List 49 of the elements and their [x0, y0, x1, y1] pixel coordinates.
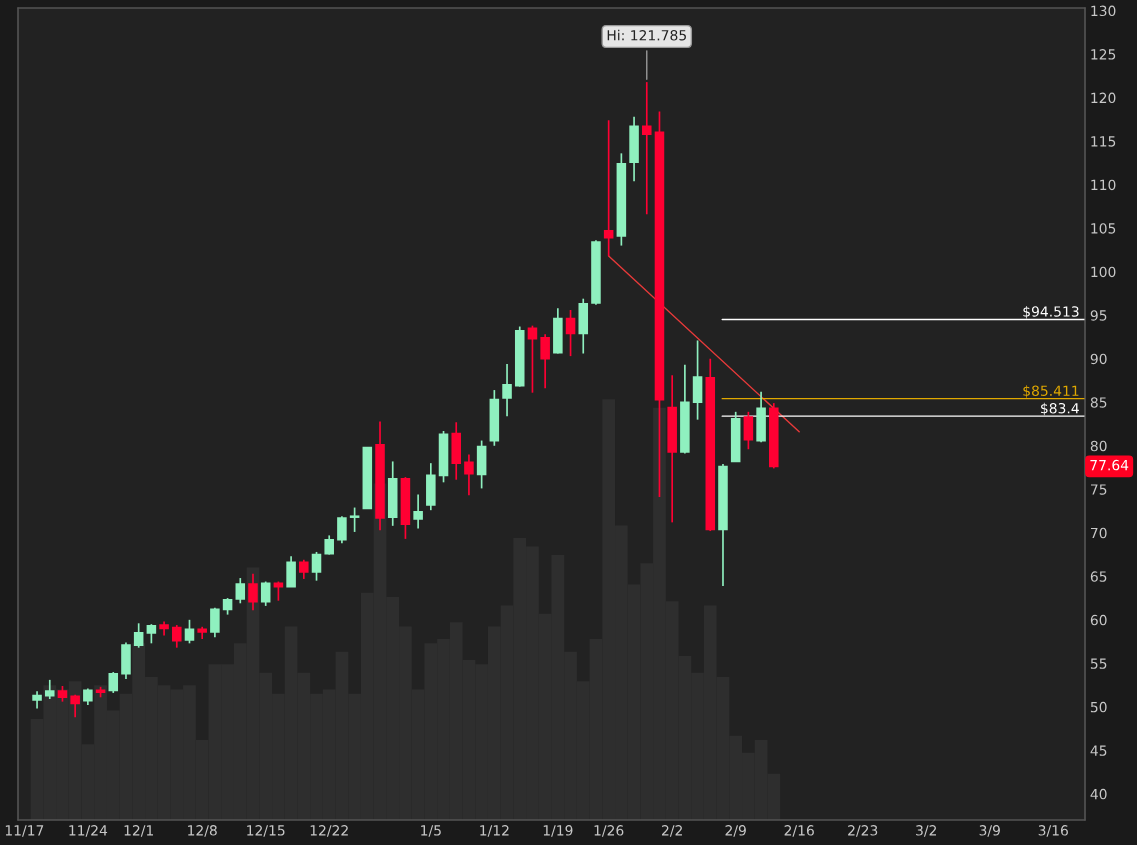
candlestick [146, 623, 157, 645]
y-tick-label: 70 [1091, 527, 1107, 539]
x-tick-label: 2/23 [848, 825, 878, 837]
y-tick-label: 130 [1091, 5, 1116, 17]
y-tick-label: 110 [1091, 179, 1116, 191]
x-tick-label: 12/15 [247, 825, 285, 837]
y-tick-label: 85 [1090, 397, 1107, 408]
y-tick-label: 95 [1090, 310, 1107, 321]
x-tick-label: 12/8 [188, 825, 217, 837]
x-tick-label: 12/22 [310, 825, 348, 837]
y-tick-label: 125 [1091, 49, 1116, 60]
x-tick-label: 1/19 [543, 825, 573, 837]
candlestick [603, 119, 614, 257]
x-tick-label: 11/17 [5, 825, 44, 837]
y-tick-label: 100 [1091, 266, 1116, 278]
x-tick-label: 1/12 [480, 825, 509, 837]
x-tick-label: 2/9 [725, 825, 746, 837]
text: 77.64 [1090, 459, 1129, 471]
y-tick-label: 120 [1091, 92, 1116, 104]
annotation: Hi: 121.785 [607, 29, 686, 41]
y-tick-label: 60 [1090, 614, 1107, 626]
candlestick [527, 324, 538, 394]
ref-line-label: $83.4 [1041, 402, 1079, 416]
x-tick-label: 2/16 [784, 825, 814, 837]
x-tick-label: 2/2 [662, 825, 682, 837]
x-tick-label: 12/1 [124, 825, 153, 837]
y-tick-label: 45 [1090, 745, 1107, 756]
x-tick-label: 1/5 [421, 825, 441, 837]
x-tick-label: 11/24 [69, 825, 108, 837]
y-tick-label: 50 [1090, 701, 1107, 713]
y-tick-label: 65 [1090, 571, 1107, 582]
x-tick-label: 3/16 [1038, 825, 1068, 837]
y-tick-label: 80 [1090, 440, 1107, 452]
candlestick [349, 506, 360, 533]
candlestick [273, 580, 284, 602]
candlestick [83, 687, 93, 706]
y-tick-label: 40 [1090, 788, 1107, 800]
ref-line-label: $94.513 [1023, 306, 1079, 319]
candlestick [413, 493, 423, 530]
y-tick-label: 115 [1091, 136, 1116, 147]
y-tick-label: 105 [1091, 223, 1116, 234]
ref-line-label: $85.411 [1023, 385, 1079, 398]
x-tick-label: 1/26 [594, 825, 624, 837]
y-tick-label: 55 [1090, 658, 1107, 669]
x-tick-label: 3/2 [916, 825, 937, 837]
x-tick-label: 3/9 [979, 825, 1000, 837]
y-tick-label: 90 [1090, 353, 1107, 365]
candlestick [362, 446, 373, 510]
y-tick-label: 75 [1091, 484, 1107, 495]
